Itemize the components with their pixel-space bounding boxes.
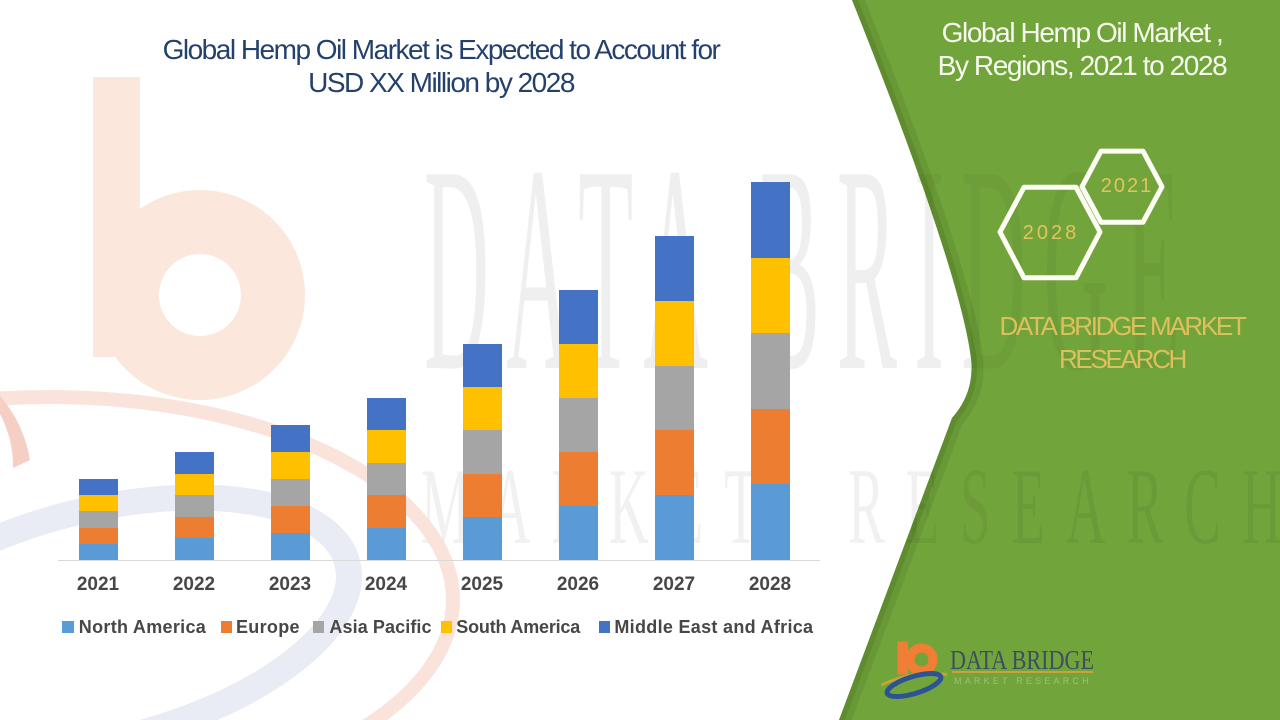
svg-text:MARKET RESEARCH: MARKET RESEARCH (421, 446, 1280, 567)
svg-text:2028: 2028 (1023, 222, 1080, 244)
svg-text:2021: 2021 (1101, 175, 1154, 197)
